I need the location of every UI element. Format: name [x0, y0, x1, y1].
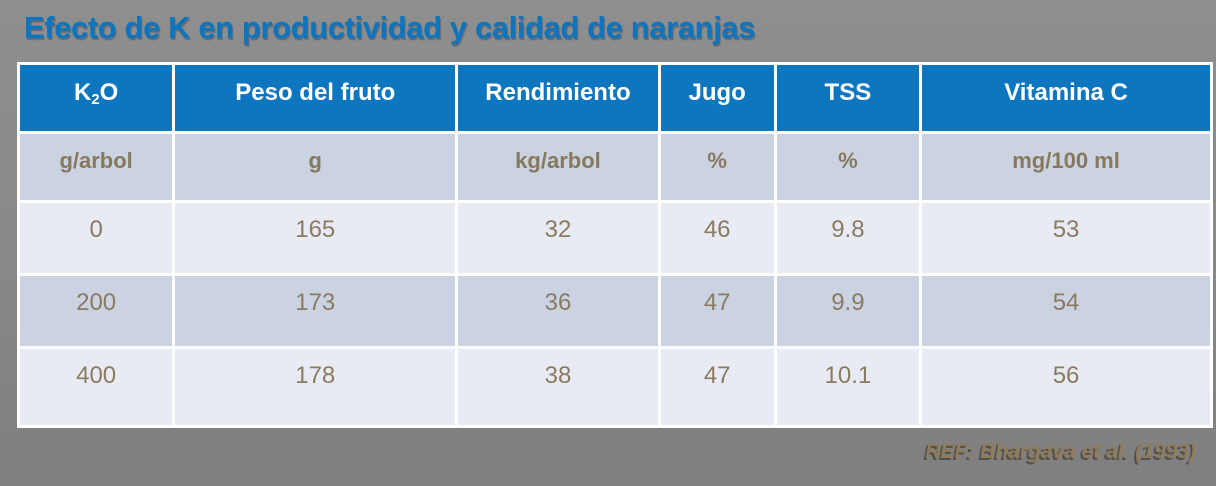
data-cell: 10.1	[776, 349, 920, 425]
reference-citation: REF: Bhargava et al. (1993)	[925, 440, 1196, 463]
table-row: 200 173 36 47 9.9 54	[20, 276, 1210, 346]
data-cell: 47	[660, 276, 774, 346]
data-cell: 400	[20, 349, 173, 425]
header-cell-peso: Peso del fruto	[175, 65, 456, 131]
data-cell: 9.8	[776, 203, 920, 273]
data-cell: 178	[175, 349, 456, 425]
data-cell: 54	[922, 276, 1210, 346]
data-cell: 46	[660, 203, 774, 273]
header-row: K2O Peso del fruto Rendimiento Jugo TSS …	[20, 65, 1210, 131]
data-cell: 200	[20, 276, 173, 346]
header-cell-jugo: Jugo	[660, 65, 774, 131]
unit-cell: g/arbol	[20, 134, 173, 200]
unit-cell: %	[776, 134, 920, 200]
table-row: 400 178 38 47 10.1 56	[20, 349, 1210, 425]
unit-cell: mg/100 ml	[922, 134, 1210, 200]
header-cell-tss: TSS	[776, 65, 920, 131]
header-cell-rendimiento: Rendimiento	[458, 65, 658, 131]
table-row: 0 165 32 46 9.8 53	[20, 203, 1210, 273]
data-cell: 36	[458, 276, 658, 346]
header-cell-k2o: K2O	[20, 65, 173, 131]
data-cell: 165	[175, 203, 456, 273]
unit-cell: g	[175, 134, 456, 200]
data-cell: 9.9	[776, 276, 920, 346]
unit-cell: kg/arbol	[458, 134, 658, 200]
data-cell: 0	[20, 203, 173, 273]
data-cell: 173	[175, 276, 456, 346]
units-row: g/arbol g kg/arbol % % mg/100 ml	[20, 134, 1210, 200]
data-cell: 47	[660, 349, 774, 425]
data-cell: 38	[458, 349, 658, 425]
oranges-results-table: K2O Peso del fruto Rendimiento Jugo TSS …	[17, 62, 1213, 428]
page-title: Efecto de K en productividad y calidad d…	[24, 10, 756, 45]
data-cell: 56	[922, 349, 1210, 425]
data-cell: 53	[922, 203, 1210, 273]
data-cell: 32	[458, 203, 658, 273]
unit-cell: %	[660, 134, 774, 200]
header-cell-vitamina-c: Vitamina C	[922, 65, 1210, 131]
